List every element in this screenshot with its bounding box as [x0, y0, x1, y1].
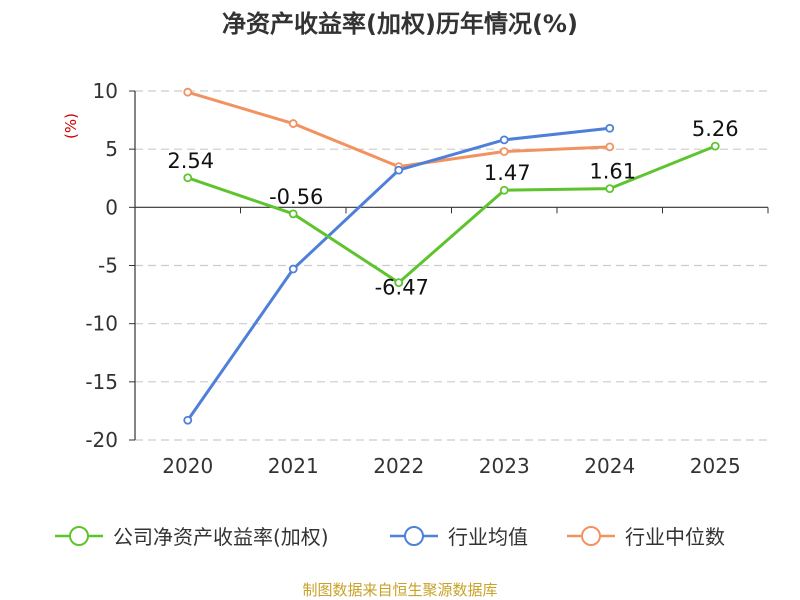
data-label: 1.61 — [589, 160, 636, 184]
data-point — [394, 278, 404, 288]
data-labels: 2.54 -0.56 -6.47 1.47 1.61 5.26 — [167, 117, 738, 299]
data-point — [499, 185, 509, 195]
series-line-2 — [187, 90, 610, 169]
data-label: 1.47 — [484, 161, 531, 185]
data-point — [288, 119, 298, 128]
x-tick-label: 2024 — [584, 454, 635, 478]
data-label: -0.56 — [269, 185, 323, 209]
data-point — [183, 87, 193, 97]
y-tick-label: -20 — [85, 428, 118, 452]
data-point — [605, 123, 615, 133]
series-points — [183, 87, 720, 425]
legend-marker — [404, 526, 424, 546]
data-point — [605, 184, 615, 194]
y-tick-label: 0 — [105, 195, 118, 219]
legend-item-2[interactable]: 行业中位数 — [567, 525, 725, 549]
legend-label: 行业均值 — [448, 525, 528, 549]
legend-label: 公司净资产收益率(加权) — [113, 525, 329, 549]
legend-marker — [581, 526, 601, 546]
x-tick-label: 2022 — [373, 454, 424, 478]
data-point — [288, 264, 298, 274]
series-lines — [186, 90, 716, 422]
legend[interactable]: 公司净资产收益率(加权) 行业均值 行业中位数 — [55, 525, 725, 549]
y-tick-label: -10 — [85, 312, 118, 336]
y-tick-label: 10 — [93, 79, 118, 103]
chart-title: 净资产收益率(加权)历年情况(%) — [222, 10, 578, 38]
data-label: 5.26 — [692, 117, 739, 141]
data-label: 2.54 — [167, 149, 214, 173]
x-tick-label: 2023 — [479, 454, 530, 478]
y-tick-labels: 10 5 0 -5 -10 -15 -20 — [85, 79, 118, 452]
data-point — [499, 135, 509, 145]
x-tick-label: 2025 — [690, 454, 741, 478]
y-axis-unit-label: (%) — [62, 113, 80, 139]
data-point — [183, 415, 193, 425]
x-tick-label: 2020 — [162, 454, 213, 478]
y-tick-label: -15 — [85, 370, 118, 394]
y-tick-label: -5 — [98, 254, 118, 278]
legend-marker — [69, 526, 89, 546]
data-label: -6.47 — [375, 276, 429, 300]
legend-item-1[interactable]: 行业均值 — [390, 525, 528, 549]
data-point — [710, 141, 720, 151]
data-point — [288, 209, 298, 219]
x-tick-labels: 2020 2021 2022 2023 2024 2025 — [162, 454, 740, 478]
data-point — [394, 165, 404, 175]
data-point — [499, 147, 509, 156]
x-tick-label: 2021 — [268, 454, 319, 478]
legend-label: 行业中位数 — [625, 525, 725, 549]
grid-lines — [129, 90, 768, 441]
y-tick-label: 5 — [105, 137, 118, 161]
data-point — [605, 142, 615, 152]
data-point — [183, 173, 193, 183]
legend-item-0[interactable]: 公司净资产收益率(加权) — [55, 525, 329, 549]
source-note: 制图数据来自恒生聚源数据库 — [302, 581, 498, 599]
axes — [134, 91, 769, 440]
series-line-0 — [187, 144, 716, 285]
